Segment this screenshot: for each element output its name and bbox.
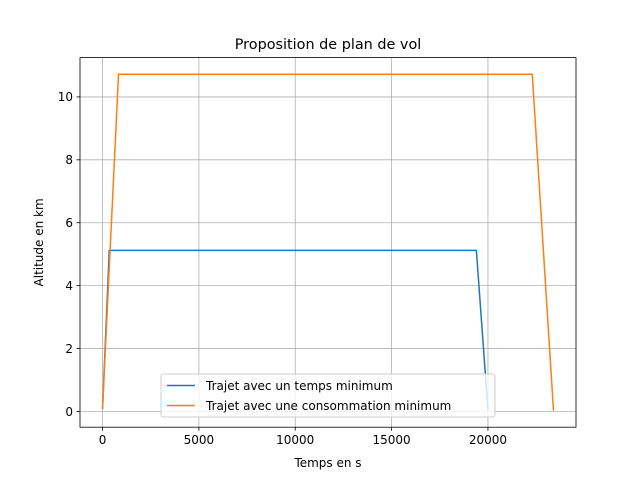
x-tick-label: 20000 bbox=[469, 433, 507, 447]
y-tick-label: 10 bbox=[58, 90, 73, 104]
x-tick-label: 0 bbox=[99, 433, 107, 447]
y-tick-label: 2 bbox=[65, 342, 73, 356]
chart-title: Proposition de plan de vol bbox=[235, 37, 422, 53]
x-tick-label: 10000 bbox=[276, 433, 314, 447]
legend-label: Trajet avec un temps minimum bbox=[205, 379, 393, 393]
grid bbox=[80, 57, 576, 428]
x-axis-label: Temps en s bbox=[293, 456, 361, 470]
y-tick-label: 4 bbox=[65, 279, 73, 293]
series-line-2 bbox=[101, 73, 555, 411]
x-tick-label: 15000 bbox=[372, 433, 410, 447]
x-tick-label: 5000 bbox=[184, 433, 215, 447]
y-axis-label: Altitude en km bbox=[32, 198, 46, 286]
series-lines bbox=[101, 73, 555, 411]
axis-ticks: 0 5000 10000 15000 20000 0 2 4 6 8 10 bbox=[58, 90, 507, 447]
legend: Trajet avec un temps minimum Trajet avec … bbox=[160, 373, 496, 418]
y-tick-label: 0 bbox=[65, 405, 73, 419]
legend-box bbox=[160, 373, 496, 418]
y-tick-label: 6 bbox=[65, 216, 73, 230]
plot-frame bbox=[79, 57, 577, 428]
y-tick-label: 8 bbox=[65, 153, 73, 167]
legend-label: Trajet avec une consommation minimum bbox=[205, 399, 451, 413]
